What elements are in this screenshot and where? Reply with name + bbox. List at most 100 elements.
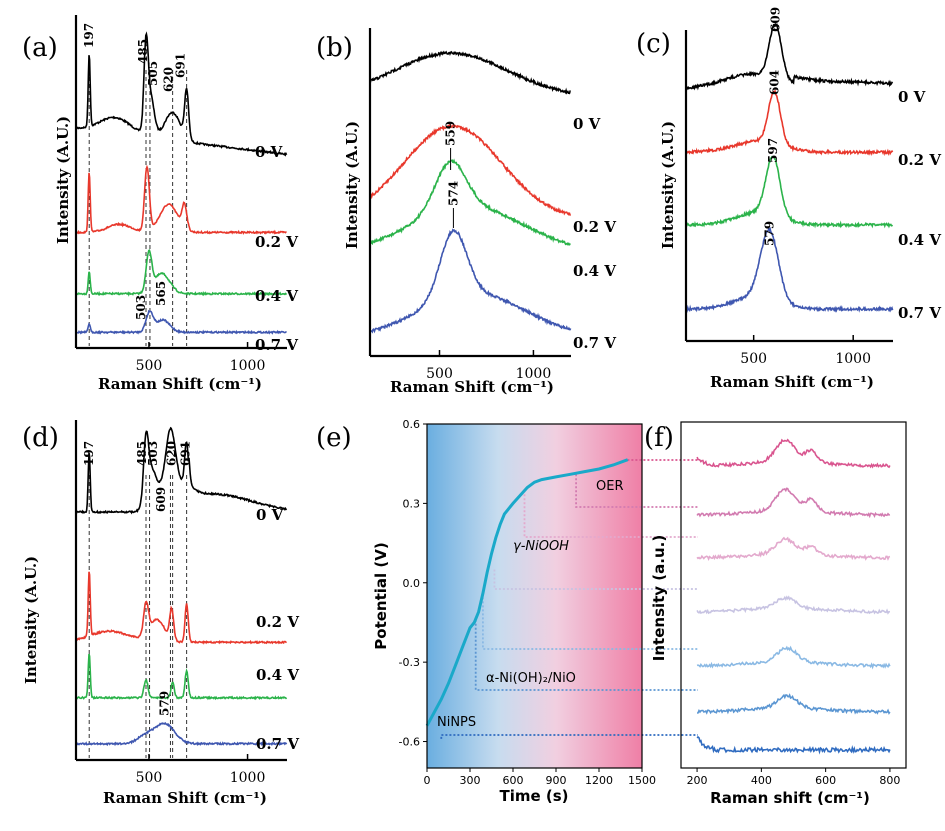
x-tick-label: 900 xyxy=(546,774,567,787)
peak-label: 691 xyxy=(174,53,188,78)
annotation-oer: OER xyxy=(596,479,623,494)
voltage-label: 0.7 V xyxy=(256,735,299,753)
series-0-4v xyxy=(685,155,894,229)
x-tick-label: 1000 xyxy=(230,358,266,374)
series-0v xyxy=(75,31,288,157)
peak-label: 197 xyxy=(82,23,96,48)
voltage-label: 0.7 V xyxy=(573,334,616,352)
series-0v xyxy=(685,22,894,91)
x-tick-label: 500 xyxy=(426,366,453,382)
x-tick-label: 1500 xyxy=(628,774,656,787)
series-0-4v xyxy=(369,158,571,246)
spectrum-4 xyxy=(696,595,890,615)
voltage-label: 0 V xyxy=(255,143,283,161)
peak-label: 609 xyxy=(154,487,168,512)
series-0-2v xyxy=(75,164,287,235)
voltage-label: 0.2 V xyxy=(255,233,298,251)
peak-label: 620 xyxy=(165,441,179,466)
peak-label: 503 xyxy=(146,441,160,466)
annotation-alpha-nioh2-nio: α-Ni(OH)₂/NiO xyxy=(486,671,576,686)
peak-label: 565 xyxy=(154,281,168,306)
x-tick-label: 300 xyxy=(460,774,481,787)
series-0-4v xyxy=(75,249,288,297)
x-tick-label: 400 xyxy=(751,774,772,787)
spectrum-7 xyxy=(696,735,891,755)
voltage-label: 0 V xyxy=(573,115,601,133)
voltage-label: 0.2 V xyxy=(573,218,616,236)
series-0-7v xyxy=(75,721,288,747)
potential-curve xyxy=(425,458,629,727)
panel-d-xlabel: Raman Shift (cm⁻¹) xyxy=(103,789,267,807)
panel-e: (e) 0 300 600 900 1200 15000.60.30.0-0.3-0.6 … xyxy=(316,418,698,805)
panel-b: (b) 500 1000 Raman Shift (cm⁻¹) Intensity… xyxy=(316,28,616,396)
panel-b-ylabel: Intensity (A.U.) xyxy=(343,121,361,249)
panel-a: (a) 500 1000 Raman Shift (cm⁻¹) Intensity… xyxy=(22,15,298,393)
panel-a-ylabel: Intensity (A.U.) xyxy=(54,116,72,244)
peak-label: 559 xyxy=(444,121,458,146)
peak-label: 609 xyxy=(768,7,782,32)
x-tick-label: 600 xyxy=(503,774,524,787)
panel-a-xlabel: Raman Shift (cm⁻¹) xyxy=(98,375,262,393)
series-0v xyxy=(369,50,571,95)
x-tick-label: 500 xyxy=(136,358,163,374)
peak-label: 485 xyxy=(136,39,150,64)
panel-c-xlabel: Raman Shift (cm⁻¹) xyxy=(710,373,874,391)
peak-label: 505 xyxy=(146,61,160,86)
peak-label: 579 xyxy=(157,691,171,716)
panel-f-label: (f) xyxy=(644,423,674,453)
x-tick-label: 200 xyxy=(687,774,708,787)
spectrum-2 xyxy=(696,487,891,519)
y-tick-label: 0.6 xyxy=(403,418,421,431)
series-0-7v xyxy=(685,226,894,313)
x-tick-label: 0 xyxy=(424,774,431,787)
x-tick-label: 800 xyxy=(879,774,900,787)
panel-c: (c) 500 1000 Raman Shift (cm⁻¹) Intensity… xyxy=(636,7,941,391)
voltage-label: 0.7 V xyxy=(255,336,298,354)
peak-label: 197 xyxy=(82,441,96,466)
panel-e-label: (e) xyxy=(316,423,352,453)
voltage-label: 0.4 V xyxy=(256,666,299,684)
x-tick-label: 500 xyxy=(136,770,163,786)
x-tick-label: 600 xyxy=(815,774,836,787)
y-tick-label: 0.0 xyxy=(403,577,421,590)
panel-f-ylabel: Intensity (a.u.) xyxy=(650,535,668,661)
voltage-label: 0.4 V xyxy=(573,262,616,280)
panel-d-label: (d) xyxy=(22,423,59,453)
panel-f: (f) 200 400 600 800 Raman shift (cm⁻¹) Inte… xyxy=(644,421,907,807)
guide-line xyxy=(575,474,698,508)
spectrum-3 xyxy=(696,536,891,562)
x-tick-label: 1000 xyxy=(230,770,266,786)
panel-d-ylabel: Intensity (A.U.) xyxy=(22,556,40,684)
panel-b-xlabel: Raman Shift (cm⁻¹) xyxy=(390,378,554,396)
voltage-label: 0 V xyxy=(898,88,926,106)
peak-label: 485 xyxy=(135,441,149,466)
y-tick-label: -0.6 xyxy=(399,736,420,749)
panel-b-label: (b) xyxy=(316,33,353,63)
panel-e-frame xyxy=(426,423,643,769)
peak-label: 691 xyxy=(179,441,193,466)
peak-label: 620 xyxy=(162,67,176,92)
panel-f-xlabel: Raman shift (cm⁻¹) xyxy=(710,789,870,807)
peak-label: 579 xyxy=(762,221,776,246)
x-tick-label: 1200 xyxy=(585,774,613,787)
voltage-label: 0.2 V xyxy=(898,151,941,169)
series-0-2v xyxy=(75,571,287,645)
series-0-4v xyxy=(75,653,288,701)
series-0-2v xyxy=(685,89,894,157)
x-tick-label: 500 xyxy=(740,351,767,367)
guide-line xyxy=(440,734,698,739)
series-0-7v xyxy=(76,309,287,335)
voltage-label: 0.7 V xyxy=(898,304,941,322)
panel-c-ylabel: Intensity (A.U.) xyxy=(659,121,677,249)
peak-label: 604 xyxy=(767,70,781,95)
peak-label: 503 xyxy=(134,295,148,320)
x-tick-label: 1000 xyxy=(835,351,871,367)
series-0-7v xyxy=(369,228,572,334)
panel-d: (d) 500 1000 Raman Shift (cm⁻¹) Intensity… xyxy=(22,420,299,807)
spectrum-5 xyxy=(696,645,891,670)
annotation-ninps: NiNPS xyxy=(437,715,476,730)
peak-label: 574 xyxy=(446,181,460,206)
annotation-gamma-niooh: γ-NiOOH xyxy=(513,539,569,554)
panel-a-label: (a) xyxy=(22,33,58,63)
